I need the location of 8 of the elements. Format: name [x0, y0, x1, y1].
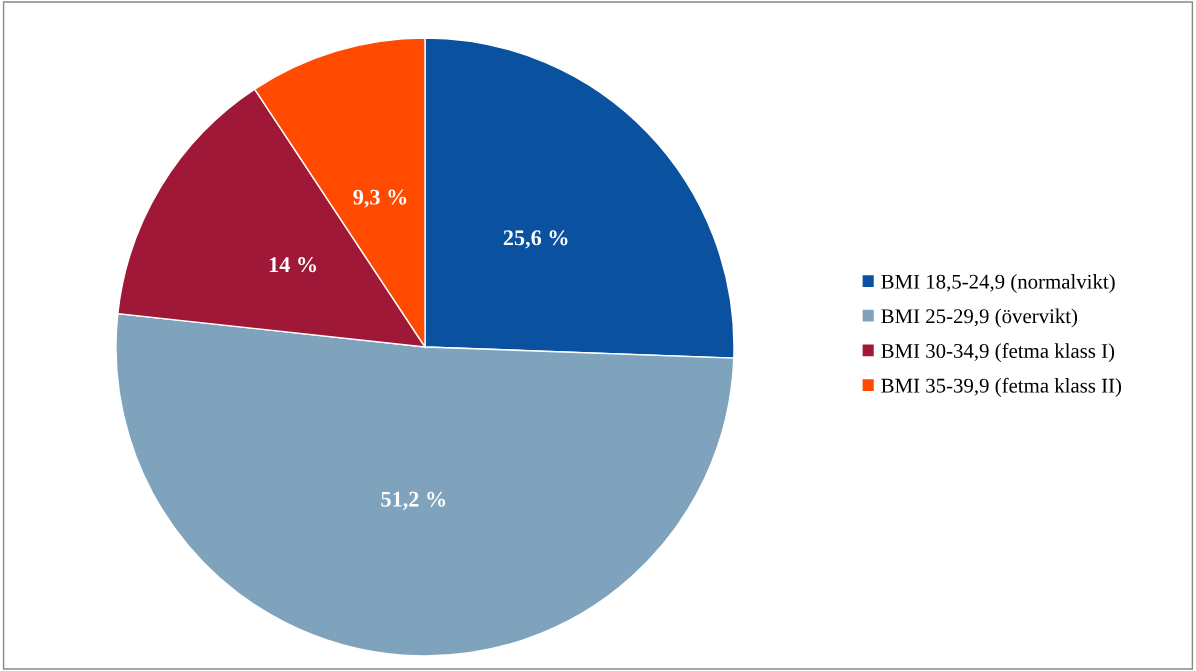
data-label: 25,6 %: [503, 230, 568, 249]
legend-label: BMI 18,5-24,9 (normalvikt): [881, 274, 1115, 293]
data-label: 9,3 %: [353, 189, 407, 208]
legend-label: BMI 35-39,9 (fetma klass II): [881, 377, 1122, 397]
legend-label: BMI 25-29,9 (övervikt): [881, 308, 1078, 328]
data-label: 51,2 %: [381, 491, 446, 510]
data-label: 14 %: [269, 257, 317, 273]
legend-label: BMI 30-34,9 (fetma klass I): [881, 343, 1115, 363]
